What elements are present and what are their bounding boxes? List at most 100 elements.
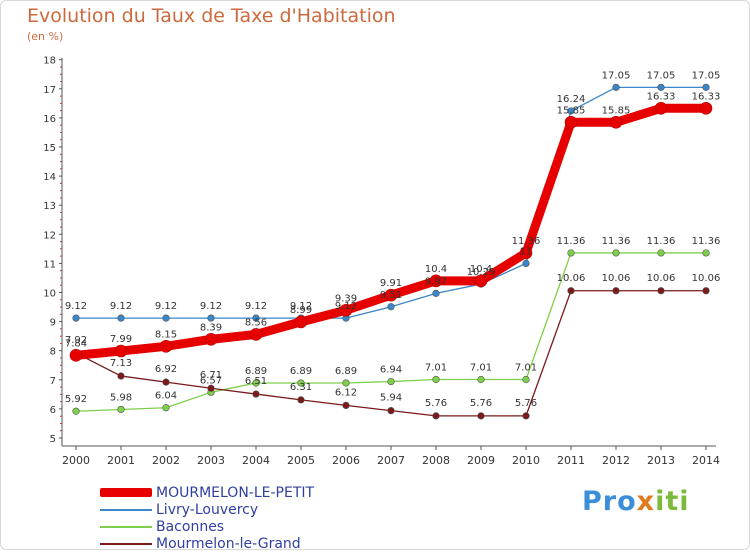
x-tick-label: 2009 xyxy=(467,454,495,467)
data-point xyxy=(609,115,623,129)
legend-label: Baconnes xyxy=(156,518,225,535)
data-point xyxy=(477,375,485,384)
data-label: 9.12 xyxy=(200,301,222,312)
y-tick-label: 11 xyxy=(43,259,56,270)
data-point xyxy=(207,384,215,392)
data-label: 6.92 xyxy=(155,364,177,375)
data-label: 8.56 xyxy=(245,317,267,328)
legend-swatch-baconnes xyxy=(100,525,152,528)
data-label: 6.57 xyxy=(200,375,222,386)
y-tick-label: 9 xyxy=(50,318,56,329)
data-point xyxy=(432,375,440,384)
legend-item-baconnes[interactable]: Baconnes xyxy=(100,518,314,535)
data-point xyxy=(519,246,533,260)
line-chart: 5 6 7 8 9 10 11 12 13 14 15 16 17 18 2000 2001 2002 2003 2… xyxy=(43,56,721,467)
data-point xyxy=(117,314,125,322)
data-label: 17.05 xyxy=(602,70,631,81)
data-point xyxy=(342,401,350,410)
x-tick-label: 2014 xyxy=(692,454,720,467)
legend-item-livry-louvercy[interactable]: Livry-Louvercy xyxy=(100,501,314,518)
data-label: 9.12 xyxy=(335,301,357,312)
data-point xyxy=(567,287,575,295)
data-point xyxy=(432,289,440,297)
data-label: 8.39 xyxy=(200,322,222,333)
legend-swatch-mourmelon-le-petit xyxy=(100,488,152,497)
data-point xyxy=(657,249,665,257)
data-point xyxy=(387,407,395,415)
data-label: 7.01 xyxy=(425,363,447,374)
legend-item-mourmelon-le-grand[interactable]: Mourmelon-le-Grand xyxy=(100,535,314,552)
data-label: 10.06 xyxy=(602,273,631,284)
data-label: 5.98 xyxy=(110,392,132,403)
data-label: 9.51 xyxy=(380,290,402,301)
data-point xyxy=(699,101,713,115)
data-point xyxy=(252,379,260,387)
unit-label: (en %) xyxy=(27,30,64,43)
data-point xyxy=(117,405,125,414)
data-point xyxy=(252,314,260,322)
x-tick-label: 2012 xyxy=(602,454,630,467)
data-label: 8.99 xyxy=(290,305,312,316)
x-tick-label: 2001 xyxy=(107,454,135,467)
data-point xyxy=(72,314,80,322)
data-point xyxy=(612,249,620,257)
data-label: 9.12 xyxy=(245,301,267,312)
legend-label: Mourmelon-le-Grand xyxy=(156,535,301,552)
data-point xyxy=(564,115,578,129)
data-label: 10.06 xyxy=(692,273,721,284)
data-label: 6.12 xyxy=(335,387,357,398)
data-point xyxy=(114,344,128,358)
data-label: 6.89 xyxy=(245,366,267,377)
data-label: 9.91 xyxy=(380,278,402,289)
data-point xyxy=(567,249,575,257)
data-point xyxy=(159,340,173,353)
x-tick-label: 2006 xyxy=(332,454,360,467)
data-label: 16.24 xyxy=(557,94,586,105)
data-point xyxy=(612,287,620,295)
data-point xyxy=(252,390,260,398)
data-label: 6.89 xyxy=(290,366,312,377)
legend-label: MOURMELON-LE-PETIT xyxy=(156,484,315,501)
data-point xyxy=(387,303,395,311)
data-point xyxy=(297,379,305,387)
data-point xyxy=(474,274,488,288)
x-tick-label: 2011 xyxy=(557,454,585,467)
data-point xyxy=(702,83,710,91)
y-tick-label: 8 xyxy=(50,347,56,358)
data-point xyxy=(702,287,710,295)
data-label: 5.76 xyxy=(425,398,447,409)
data-label: 15.85 xyxy=(557,105,586,116)
data-label: 6.94 xyxy=(380,365,402,376)
data-point xyxy=(294,315,308,329)
data-label: 6.89 xyxy=(335,366,357,377)
legend-swatch-mourmelon-le-grand xyxy=(100,542,152,545)
data-label: 6.31 xyxy=(290,382,312,393)
data-label: 11.36 xyxy=(512,236,541,247)
data-label: 17.05 xyxy=(647,70,676,81)
data-point xyxy=(522,259,530,268)
legend-label: Livry-Louvercy xyxy=(156,501,259,518)
data-point xyxy=(342,379,350,387)
data-point xyxy=(117,372,125,380)
data-label: 11.36 xyxy=(602,236,631,247)
data-label: 11.36 xyxy=(647,236,676,247)
x-tick-label: 2002 xyxy=(152,454,180,467)
data-point xyxy=(657,83,665,91)
data-label: 9.39 xyxy=(335,293,357,304)
data-point xyxy=(297,396,305,404)
x-tick-label: 2007 xyxy=(377,454,405,467)
data-label: 11 xyxy=(520,246,533,257)
data-point xyxy=(477,412,485,420)
data-label: 9.12 xyxy=(110,301,132,312)
data-point xyxy=(567,107,575,115)
y-tick-label: 15 xyxy=(43,143,56,154)
y-tick-label: 10 xyxy=(43,289,56,300)
y-tick-label: 13 xyxy=(43,201,56,212)
x-tick-label: 2000 xyxy=(62,454,90,467)
chart-title: Evolution du Taux de Taxe d'Habitation xyxy=(27,5,396,27)
legend-item-mourmelon-le-petit[interactable]: MOURMELON-LE-PETIT xyxy=(100,484,314,501)
data-label: 10.4 xyxy=(425,264,447,275)
data-point xyxy=(339,303,353,317)
data-label: 5.94 xyxy=(380,393,402,404)
